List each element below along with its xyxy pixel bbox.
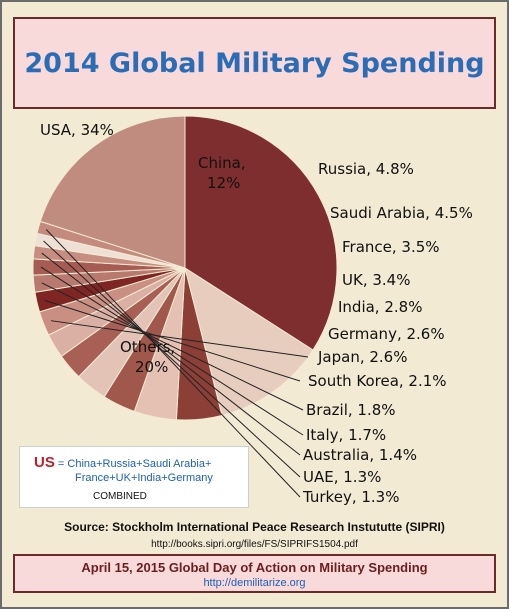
slice-label: Russia, 4.8%	[318, 160, 414, 178]
pie-slices	[32, 115, 338, 421]
slice-label: China, 12%	[198, 154, 246, 192]
slice-label: Turkey, 1.3%	[302, 488, 399, 506]
pie-slice	[184, 266, 314, 417]
slice-label: India, 2.8%	[338, 298, 422, 316]
slice-label: Saudi Arabia, 4.5%	[330, 204, 473, 222]
pie-slice	[184, 115, 338, 351]
us-combined-box: US = China+Russia+Saudi Arabia+ France+U…	[19, 446, 249, 508]
pie-slice	[39, 115, 186, 269]
slice-label: Italy, 1.7%	[306, 426, 386, 444]
us-combined-eq: = China+Russia+Saudi Arabia+	[57, 458, 212, 470]
us-combined-line3: COMBINED	[93, 491, 147, 502]
slice-label: Germany, 2.6%	[328, 325, 445, 343]
slice-label: USA, 34%	[40, 121, 114, 139]
leader-line	[45, 229, 301, 498]
source-url: http://books.sipri.org/files/FS/SIPRIFS1…	[151, 539, 358, 550]
slice-label: Others, 20%	[120, 338, 175, 376]
leader-line	[50, 320, 309, 358]
leader-line	[41, 282, 304, 411]
footer-event: April 15, 2015 Global Day of Action on M…	[81, 560, 428, 575]
leader-lines	[40, 229, 309, 498]
slice-label: South Korea, 2.1%	[308, 372, 447, 390]
slice-label: Japan, 2.6%	[317, 348, 407, 366]
slice-labels: USA, 34% China, 12% Russia, 4.8% Saudi Arabi…	[40, 121, 473, 506]
slice-label: Brazil, 1.8%	[306, 401, 396, 419]
leader-line	[41, 252, 301, 456]
footer-banner: April 15, 2015 Global Day of Action on M…	[13, 554, 496, 593]
chart-title: 2014 Global Military Spending	[24, 47, 485, 79]
source-text: Source: Stockholm International Peace Re…	[64, 520, 445, 534]
footer-link[interactable]: http://demilitarize.org	[203, 577, 306, 589]
slice-label: UAE, 1.3%	[303, 468, 381, 486]
leader-line	[40, 266, 304, 436]
leader-line	[43, 240, 301, 478]
us-combined-line1: US = China+Russia+Saudi Arabia+	[34, 454, 211, 471]
slice-label: France, 3.5%	[342, 238, 440, 256]
title-banner: 2014 Global Military Spending	[13, 17, 496, 109]
us-combined-line2: France+UK+India+Germany	[75, 472, 213, 484]
leader-line	[44, 299, 301, 382]
us-combined-us: US	[34, 454, 55, 471]
slice-label: UK, 3.4%	[342, 271, 410, 289]
slice-label: Australia, 1.4%	[303, 446, 417, 464]
